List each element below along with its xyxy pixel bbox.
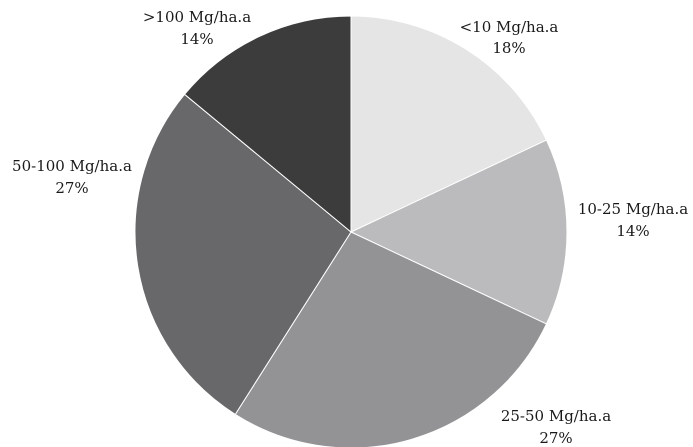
pie-slice-10-25: [349, 139, 568, 325]
pie-slices: [134, 15, 568, 447]
pie-slice-25-50: [234, 231, 548, 447]
pie-slice-50-100: [134, 93, 352, 416]
slice-label-gt100: >100 Mg/ha.a: [143, 8, 251, 26]
pie-labels: <10 Mg/ha.a 18% 10-25 Mg/ha.a 14% 25-50 …: [12, 8, 688, 447]
slice-label-50-100: 50-100 Mg/ha.a: [12, 157, 132, 175]
slice-pct-50-100: 27%: [55, 179, 88, 197]
slice-pct-10-25: 14%: [616, 222, 649, 240]
slice-pct-lt10: 18%: [492, 39, 525, 57]
slice-label-25-50: 25-50 Mg/ha.a: [501, 407, 611, 425]
slice-pct-gt100: 14%: [180, 30, 213, 48]
pie-slice-gt100: [183, 15, 352, 234]
pie-slice-lt10: [350, 15, 548, 233]
slice-label-10-25: 10-25 Mg/ha.a: [578, 200, 688, 218]
slice-pct-25-50: 27%: [539, 429, 572, 447]
slice-label-lt10: <10 Mg/ha.a: [460, 18, 559, 36]
